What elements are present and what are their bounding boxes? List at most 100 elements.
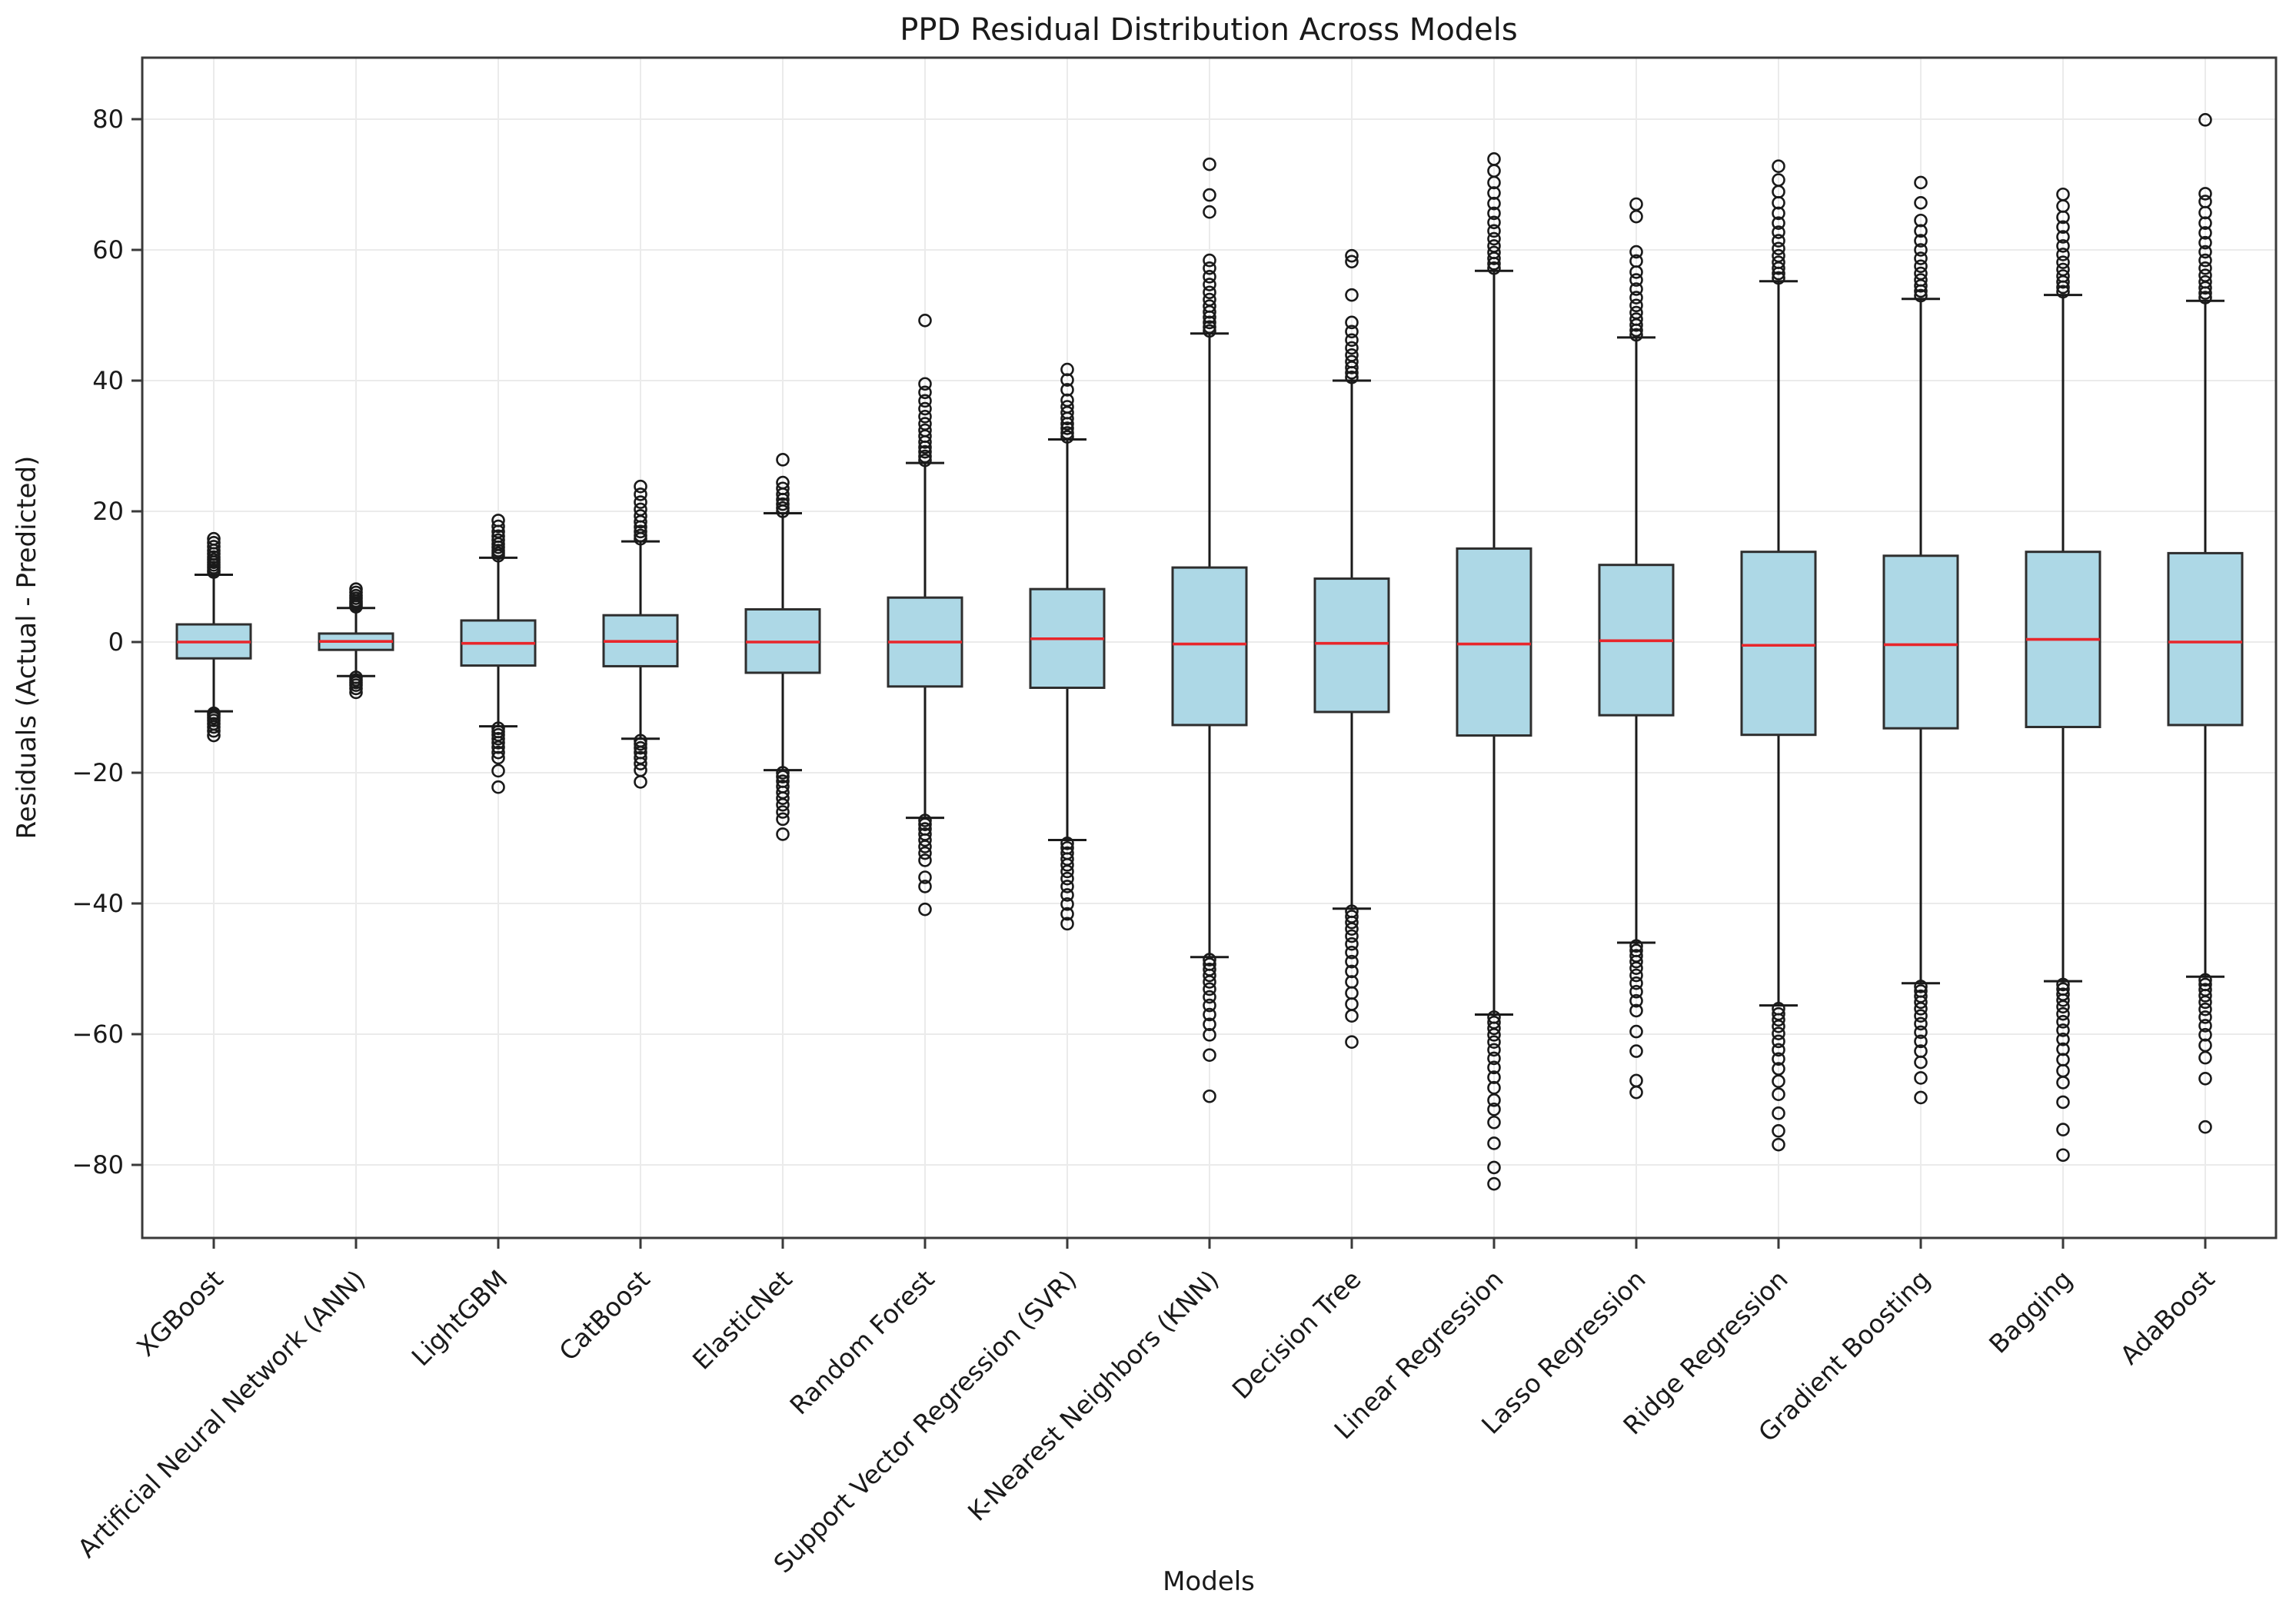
outlier-circle xyxy=(491,764,505,778)
outlier-circle xyxy=(1914,195,1928,210)
outlier-circle xyxy=(1772,1074,1785,1088)
outlier-circle xyxy=(207,728,221,743)
outlier-circle xyxy=(1914,1009,1928,1023)
outlier-circle xyxy=(2056,255,2070,269)
outlier-circle xyxy=(918,813,932,827)
outlier-circle xyxy=(1487,1051,1501,1066)
outlier-circle xyxy=(776,766,790,780)
outlier-circle xyxy=(1203,324,1216,338)
outlier-circle xyxy=(491,780,505,794)
outlier-circle xyxy=(1772,241,1785,256)
boxplot-lasso-regression xyxy=(1598,197,1675,1100)
outlier-circle xyxy=(1060,373,1074,387)
outlier-circle xyxy=(1629,298,1643,313)
outlier-circle xyxy=(1060,430,1074,444)
outlier-circle xyxy=(1629,968,1643,983)
outlier-circle xyxy=(1203,1007,1216,1022)
outlier-circle xyxy=(1203,1017,1216,1032)
outlier-circle xyxy=(634,495,647,509)
outlier-circle xyxy=(1487,1102,1501,1116)
outlier-circle xyxy=(1060,421,1074,435)
box-layer xyxy=(175,113,2244,1191)
boxplot-gradient-boosting xyxy=(1882,175,1959,1105)
outlier-circle xyxy=(1060,871,1074,886)
outlier-circle xyxy=(1629,976,1643,990)
y-tick-label: −20 xyxy=(72,758,124,787)
outlier-circle xyxy=(2056,248,2070,261)
outlier-circle xyxy=(1914,1016,1928,1031)
outlier-circle xyxy=(1487,1115,1501,1130)
outlier-circle xyxy=(2198,268,2212,282)
outlier-circle xyxy=(1203,1048,1216,1062)
outlier-circle xyxy=(634,775,647,789)
boxplot-linear-regression xyxy=(1456,152,1532,1191)
outlier-circle xyxy=(1629,245,1643,259)
outlier-circle xyxy=(1914,234,1928,248)
outlier-circle xyxy=(1345,324,1359,339)
outlier-circle xyxy=(2198,1072,2212,1086)
outlier-circle xyxy=(1203,953,1216,967)
outlier-circle xyxy=(634,757,647,770)
x-tick-label: CatBoost xyxy=(553,1264,655,1366)
outlier-circle xyxy=(1772,1043,1785,1057)
outlier-circle xyxy=(1487,1176,1501,1191)
outlier-circle xyxy=(1345,954,1359,969)
outlier-circle xyxy=(776,770,790,784)
outlier-circle xyxy=(1914,266,1928,281)
outlier-circle xyxy=(1345,915,1359,930)
outlier-circle xyxy=(634,509,647,523)
outlier-circle xyxy=(2056,1000,2070,1014)
outlier-circle xyxy=(1345,937,1359,951)
outlier-circle xyxy=(2198,187,2212,201)
outlier-circle xyxy=(1345,922,1359,936)
iqr-box xyxy=(2167,551,2244,727)
outlier-circle xyxy=(2198,1010,2212,1024)
boxplot-elasticnet xyxy=(744,453,821,841)
outlier-circle xyxy=(634,479,647,494)
outlier-circle xyxy=(918,423,932,438)
y-tick-label: 60 xyxy=(92,235,124,265)
outlier-circle xyxy=(918,313,932,328)
outlier-circle xyxy=(1772,1052,1785,1066)
outlier-circle xyxy=(1629,1024,1643,1039)
outlier-circle xyxy=(918,385,932,400)
outlier-circle xyxy=(776,791,790,805)
outlier-circle xyxy=(2056,1123,2070,1136)
x-tick-label: Random Forest xyxy=(784,1264,940,1420)
outlier-circle xyxy=(918,453,932,467)
outlier-circle xyxy=(1203,998,1216,1013)
outlier-circle xyxy=(1203,975,1216,989)
outlier-circle xyxy=(207,724,221,738)
outlier-circle xyxy=(918,902,932,917)
outlier-circle xyxy=(1345,370,1359,384)
outlier-circle xyxy=(1487,1160,1501,1175)
outlier-circle xyxy=(918,401,932,416)
outlier-circle xyxy=(1629,1003,1643,1018)
outlier-circle xyxy=(1203,253,1216,268)
outlier-circle xyxy=(2198,195,2212,208)
outlier-circle xyxy=(1914,175,1928,190)
outlier-circle xyxy=(2056,187,2070,201)
outlier-circle xyxy=(1629,312,1643,326)
iqr-box xyxy=(1882,554,1959,730)
outlier-circle xyxy=(491,736,505,750)
outlier-circle xyxy=(1487,261,1501,275)
outlier-circle xyxy=(1060,362,1074,377)
boxplot-decision-tree xyxy=(1313,248,1390,1049)
outlier-circle xyxy=(1772,1124,1785,1138)
outlier-circle xyxy=(918,880,932,893)
y-tick-label: 40 xyxy=(92,366,124,395)
outlier-circle xyxy=(1060,880,1074,893)
outlier-circle xyxy=(1914,1002,1928,1016)
outlier-circle xyxy=(1772,1137,1785,1152)
outlier-circle xyxy=(1487,1043,1501,1057)
outlier-circle xyxy=(1629,282,1643,296)
outlier-circle xyxy=(776,501,790,515)
outlier-circle xyxy=(1345,1035,1359,1049)
outlier-circle xyxy=(2056,220,2070,235)
outlier-circle xyxy=(1772,1020,1785,1033)
outlier-circle xyxy=(1914,288,1928,303)
outlier-circle xyxy=(776,481,790,496)
outlier-circle xyxy=(1772,1087,1785,1101)
